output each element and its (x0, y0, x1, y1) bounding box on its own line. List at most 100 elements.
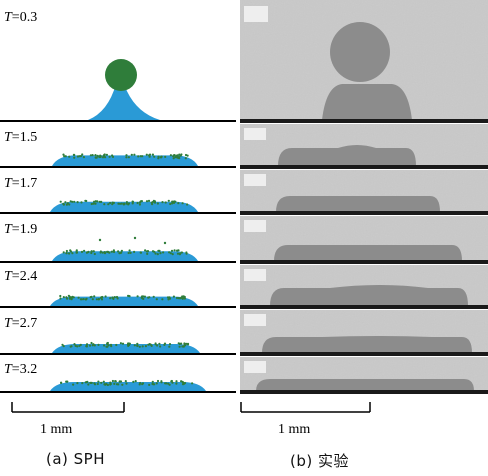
sph-surface-particle (81, 382, 84, 385)
sph-surface-particle (68, 252, 71, 255)
experiment-glare (244, 6, 268, 22)
time-variable: T (4, 130, 12, 145)
sph-surface-particle (177, 297, 180, 300)
time-label: T=1.9 (4, 222, 37, 238)
sph-surface-particle (176, 252, 180, 255)
sph-surface-particle (110, 345, 113, 348)
sph-surface-particle (96, 154, 99, 157)
sph-surface-particle (160, 380, 163, 383)
time-variable: T (4, 222, 12, 237)
sph-surface-particle (133, 250, 136, 253)
sph-surface-particle (171, 381, 174, 384)
sph-surface-particle (96, 382, 99, 386)
sph-surface-particle (114, 380, 117, 383)
sph-surface-particle (177, 202, 180, 205)
sph-surface-particle (133, 344, 136, 347)
sph-surface-particle (143, 295, 146, 298)
sph-surface-particle (59, 294, 62, 298)
sph-surface-particle (153, 155, 156, 158)
sph-surface-particle (132, 380, 135, 383)
sph-surface-particle (171, 202, 174, 205)
experiment-scale-bar (240, 402, 371, 413)
experiment-frame-1 (240, 0, 488, 123)
sph-surface-particle (85, 199, 88, 203)
time-variable: T (4, 10, 12, 25)
sph-surface-particle (141, 382, 145, 385)
scale-bars (11, 402, 371, 413)
sph-surface-particle (107, 344, 110, 347)
sph-surface-particle (164, 201, 167, 204)
sph-surface-particle (102, 380, 105, 383)
sph-surface-particle (180, 296, 183, 299)
experiment-frame-3 (240, 170, 488, 215)
sph-surface-particle (138, 203, 141, 206)
sph-surface-particle (76, 382, 79, 385)
sph-surface-particle (186, 154, 189, 157)
sph-surface-particle (154, 252, 157, 255)
time-variable: T (4, 316, 12, 331)
sph-surface-particle (68, 297, 71, 300)
sph-surface-particle (68, 155, 71, 158)
sph-surface-particle (109, 201, 112, 205)
sph-surface-particle (119, 342, 122, 345)
sph-surface-particle (173, 249, 176, 252)
sph-surface-particle (171, 200, 174, 203)
sph-stray-particle (133, 236, 137, 240)
sph-surface-particle (183, 342, 186, 345)
sph-surface-particle (97, 297, 101, 301)
sph-surface-particle (86, 343, 89, 346)
sph-surface-particle (184, 157, 187, 160)
sph-surface-particle (144, 345, 147, 348)
sph-surface-particle (180, 380, 183, 383)
sph-surface-particle (160, 156, 163, 159)
experiment-spread-droplet (256, 379, 474, 391)
sph-surface-particle (133, 153, 136, 156)
sph-stray-particle (98, 238, 102, 242)
experiment-droplet-base (322, 84, 412, 120)
sph-surface-particle (90, 202, 93, 206)
sph-surface-particle (159, 345, 162, 348)
sph-surface-particle (59, 200, 62, 203)
experiment-substrate (240, 119, 488, 123)
sph-surface-particle (69, 345, 72, 348)
experiment-spread-droplet (270, 285, 468, 306)
sph-surface-particle (124, 380, 127, 383)
sph-surface-particle (78, 155, 81, 158)
sph-surface-particle (76, 201, 79, 204)
sph-surface-particle (79, 343, 82, 346)
experiment-substrate (240, 352, 488, 356)
sph-surface-particle (89, 154, 92, 157)
sph-surface-particle (82, 156, 85, 159)
sph-surface-particle (140, 295, 144, 298)
sph-surface-particle (103, 203, 106, 206)
sph-surface-particle (151, 380, 154, 383)
sph-surface-particle (111, 203, 114, 206)
sph-surface-particle (127, 156, 130, 159)
sph-surface-particle (181, 381, 185, 384)
sph-surface-particle (165, 382, 168, 385)
sph-surface-particle (128, 295, 131, 298)
sph-surface-particle (183, 297, 186, 300)
sph-surface-particle (90, 250, 93, 253)
time-label: T=0.3 (4, 10, 37, 26)
time-variable: T (4, 269, 12, 284)
sph-surface-particle (115, 383, 119, 386)
sph-surface-particle (104, 156, 107, 159)
sph-surface-particle (178, 345, 181, 348)
time-value: =2.7 (11, 316, 38, 331)
sph-surface-particle (105, 153, 108, 156)
sph-surface-particle (100, 200, 103, 203)
sph-surface-particle (180, 342, 183, 345)
sph-frame-7 (0, 379, 236, 393)
sph-surface-particle (71, 252, 74, 255)
sph-surface-particle (174, 156, 177, 159)
sph-surface-particle (134, 380, 137, 383)
sph-surface-particle (66, 380, 69, 383)
sph-spread-film (52, 344, 200, 353)
sph-surface-particle (111, 155, 115, 158)
sph-surface-particle (181, 202, 184, 205)
sph-surface-particle (85, 251, 88, 254)
time-label: T=3.2 (4, 362, 37, 378)
time-label: T=1.7 (4, 176, 37, 192)
sph-surface-particle (85, 345, 88, 348)
